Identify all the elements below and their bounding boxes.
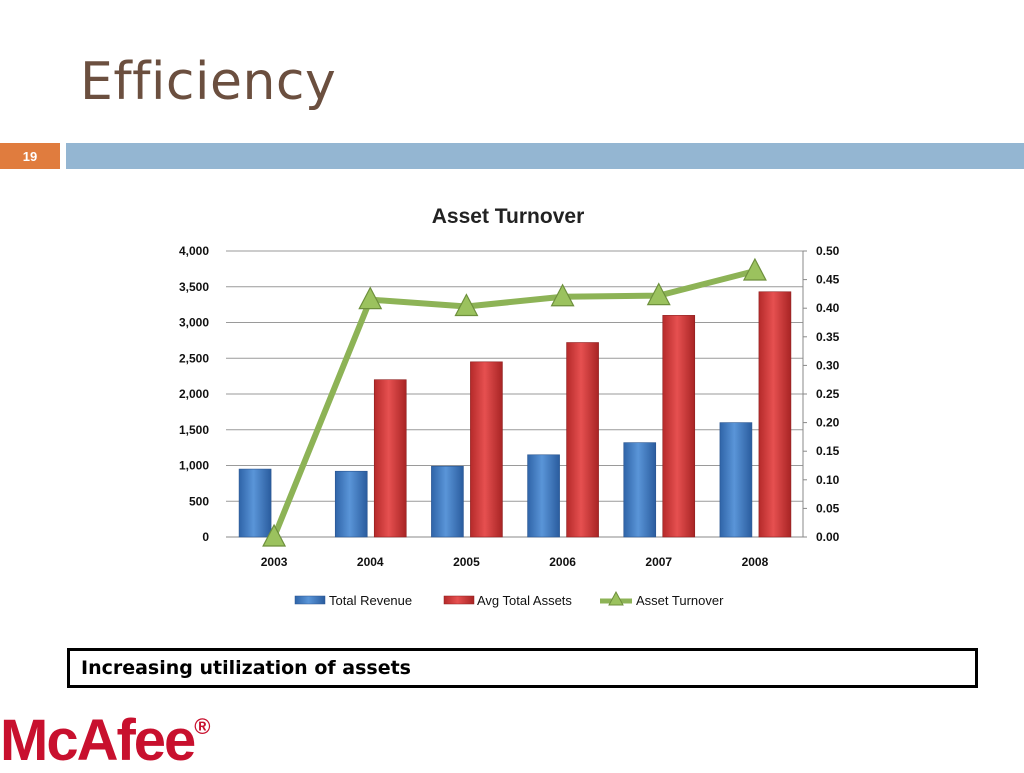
callout-text: Increasing utilization of assets bbox=[81, 657, 411, 679]
chart-title: Asset Turnover bbox=[432, 205, 585, 228]
slide-title: Efficiency bbox=[80, 52, 337, 112]
bar-series bbox=[238, 291, 792, 538]
right-tick-label: 0.00 bbox=[816, 530, 840, 544]
revenue-bar bbox=[431, 465, 464, 538]
revenue-bar bbox=[719, 422, 753, 538]
revenue-bar bbox=[334, 470, 368, 538]
turnover-line bbox=[262, 257, 767, 547]
turnover-marker bbox=[646, 282, 671, 306]
left-tick-label: 2,000 bbox=[179, 387, 209, 401]
legend-label-turnover: Asset Turnover bbox=[636, 593, 724, 608]
right-tick-label: 0.45 bbox=[816, 273, 840, 287]
left-tick-label: 500 bbox=[189, 494, 209, 508]
right-tick-label: 0.40 bbox=[816, 301, 840, 315]
left-tick-label: 4,000 bbox=[179, 244, 209, 258]
assets-bar bbox=[470, 361, 503, 538]
revenue-bar bbox=[238, 468, 272, 538]
right-tick-label: 0.30 bbox=[816, 358, 840, 372]
slide-number: 19 bbox=[0, 143, 60, 169]
revenue-bar bbox=[527, 454, 560, 538]
right-tick-label: 0.25 bbox=[816, 387, 840, 401]
x-tick-label: 2007 bbox=[645, 555, 672, 569]
assets-bar bbox=[662, 315, 696, 538]
turnover-marker bbox=[454, 293, 479, 317]
x-tick-label: 2004 bbox=[357, 555, 384, 569]
legend-swatch-turnover-marker bbox=[608, 590, 624, 606]
right-tick-label: 0.10 bbox=[816, 473, 840, 487]
right-tick-label: 0.05 bbox=[816, 501, 840, 515]
gridlines bbox=[226, 250, 803, 538]
x-tick-label: 2008 bbox=[742, 555, 769, 569]
mcafee-logo: McAfee® bbox=[0, 708, 211, 773]
turnover-marker bbox=[358, 286, 383, 310]
left-axis-ticks: 0 500 1,000 1,500 2,000 2,500 3,000 3,500 4,000 bbox=[179, 244, 209, 544]
revenue-bar bbox=[623, 442, 657, 538]
left-tick-label: 3,000 bbox=[179, 316, 209, 330]
x-tick-label: 2005 bbox=[453, 555, 480, 569]
left-tick-label: 3,500 bbox=[179, 280, 209, 294]
legend-label-revenue: Total Revenue bbox=[329, 593, 412, 608]
legend: Total Revenue Avg Total Assets Asset Turno… bbox=[294, 590, 724, 608]
assets-bar bbox=[373, 379, 407, 538]
right-tick-label: 0.20 bbox=[816, 416, 840, 430]
legend-swatch-assets bbox=[443, 595, 475, 605]
right-tick-label: 0.50 bbox=[816, 244, 840, 258]
x-tick-label: 2003 bbox=[261, 555, 288, 569]
left-tick-label: 1,000 bbox=[179, 459, 209, 473]
right-tick-label: 0.15 bbox=[816, 444, 840, 458]
x-axis-categories: 2003 2004 2005 2006 2007 2008 bbox=[261, 555, 769, 569]
turnover-marker bbox=[742, 257, 767, 281]
callout-box: Increasing utilization of assets bbox=[67, 648, 978, 688]
legend-label-assets: Avg Total Assets bbox=[477, 593, 572, 608]
right-tick-label: 0.35 bbox=[816, 330, 840, 344]
left-tick-label: 2,500 bbox=[179, 351, 209, 365]
turnover-marker bbox=[550, 283, 575, 307]
left-tick-label: 1,500 bbox=[179, 423, 209, 437]
legend-swatch-revenue bbox=[294, 595, 326, 605]
assets-bar bbox=[758, 291, 792, 538]
left-tick-label: 0 bbox=[202, 530, 209, 544]
x-tick-label: 2006 bbox=[549, 555, 576, 569]
right-axis-ticks: 0.00 0.05 0.10 0.15 0.20 0.25 0.30 0.35 0.40 0.45… bbox=[802, 244, 840, 544]
assets-bar bbox=[566, 342, 599, 538]
header-band bbox=[66, 143, 1024, 169]
turnover-marker bbox=[262, 523, 287, 547]
turnover-polyline bbox=[271, 268, 756, 539]
